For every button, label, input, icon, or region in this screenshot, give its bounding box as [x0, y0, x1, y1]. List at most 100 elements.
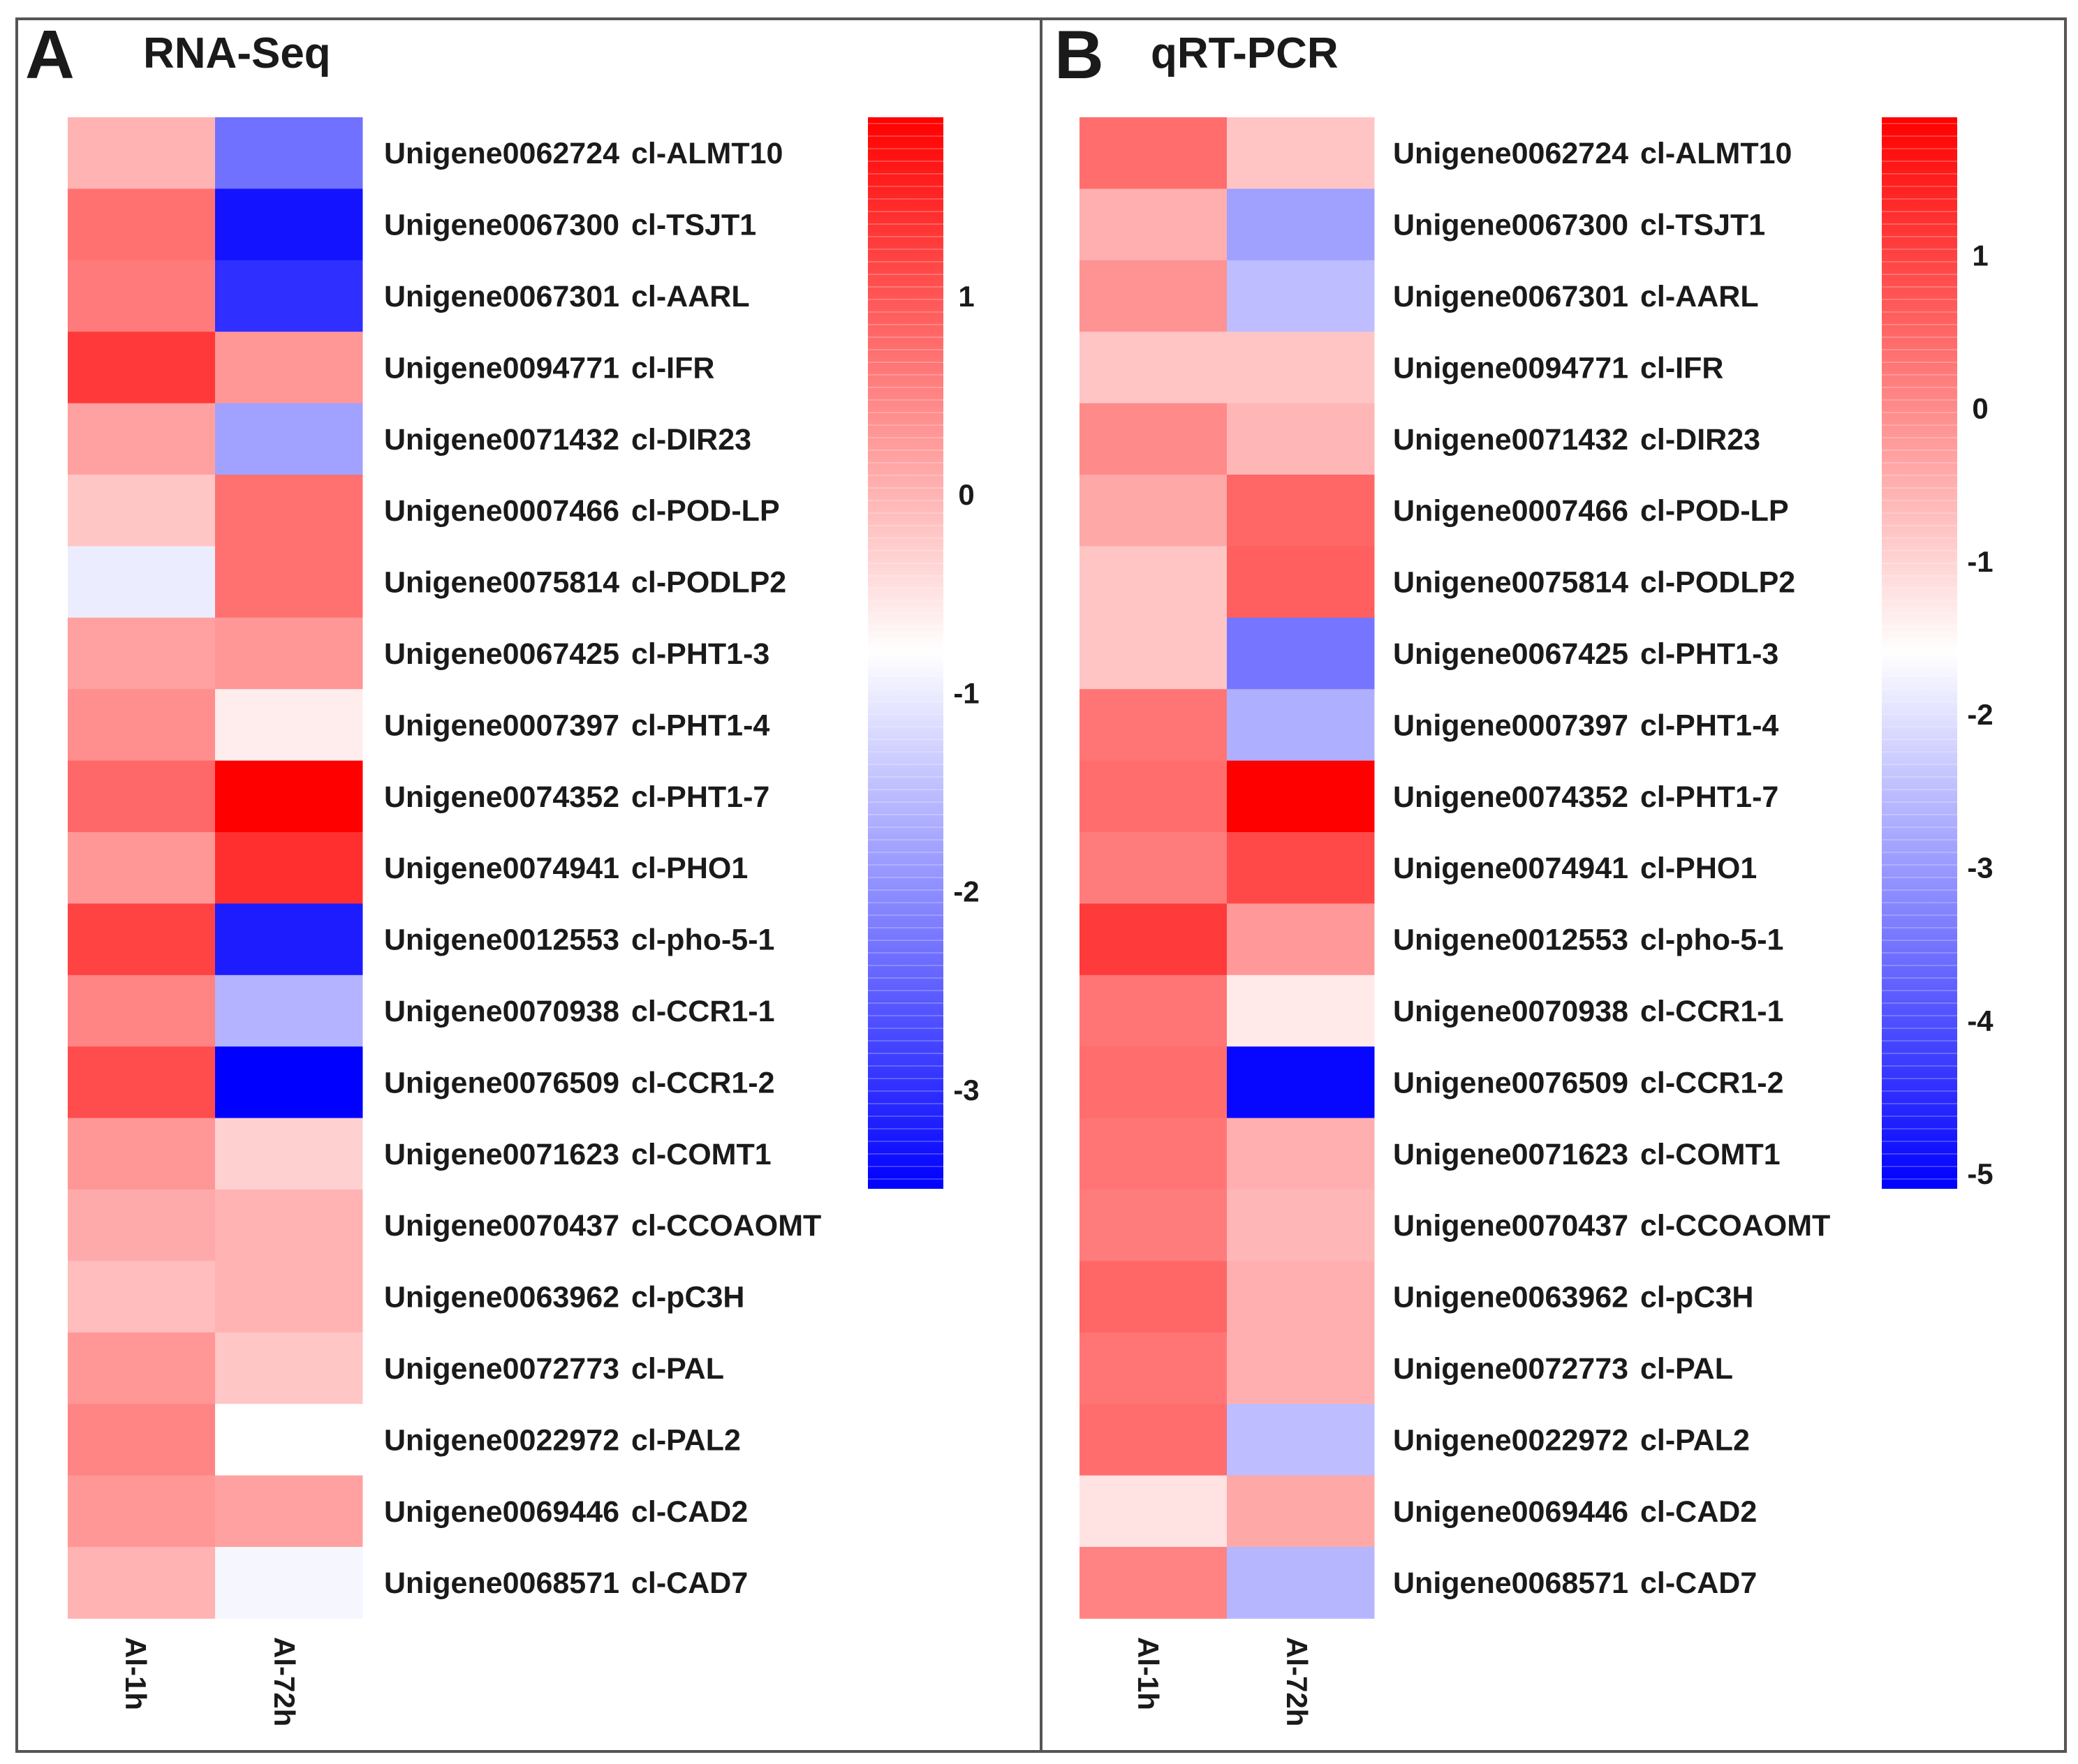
heatmap-cell: [215, 1261, 363, 1333]
gene-id-label: Unigene0007397: [384, 709, 619, 742]
heatmap-cell: [68, 1547, 216, 1619]
heatmap-cell: [68, 617, 216, 690]
gene-name-label: cl-CCOAOMT: [1640, 1209, 1830, 1243]
gene-name-label: cl-AARL: [1640, 280, 1759, 313]
heatmap-cell: [215, 1404, 363, 1476]
gene-id-label: Unigene0067301: [384, 280, 619, 313]
heatmap-cell: [1227, 1118, 1375, 1190]
gene-name-label: cl-DIR23: [631, 423, 751, 457]
heatmap-cell: [1227, 1189, 1375, 1261]
heatmap-cell: [1079, 403, 1228, 475]
heatmap-cell: [1227, 1046, 1375, 1119]
gene-id-label: Unigene0074352: [384, 780, 619, 814]
heatmap-cell: [215, 1475, 363, 1548]
heatmap-cell: [1227, 1475, 1375, 1548]
gene-name-label: cl-CCOAOMT: [631, 1209, 821, 1243]
heatmap-cell: [1227, 832, 1375, 904]
heatmap-cell: [68, 403, 216, 475]
column-label: Al-72h: [268, 1637, 301, 1726]
color-scale-bar-a: [868, 117, 943, 1189]
gene-name-label: cl-PODLP2: [631, 566, 786, 600]
heatmap-cell: [1079, 1189, 1228, 1261]
color-scale-ticks-b: 1 0 -1 -2 -3 -4 -5: [1967, 239, 1994, 1190]
gene-id-label: Unigene0070437: [1393, 1209, 1628, 1243]
gene-name-label: cl-PHO1: [1640, 852, 1757, 885]
gene-id-label: Unigene0075814: [384, 566, 619, 600]
heatmap-cell: [68, 117, 216, 189]
gene-name-label: cl-DIR23: [1640, 423, 1760, 457]
gene-id-label: Unigene0067300: [384, 209, 619, 242]
heatmap-cell: [215, 403, 363, 475]
gene-name-label: cl-TSJT1: [1640, 209, 1765, 242]
panel-letter-b: B: [1054, 16, 1104, 93]
gene-name-label: cl-PHT1-3: [631, 637, 769, 671]
gene-id-label: Unigene0022972: [384, 1423, 619, 1457]
gene-id-label: Unigene0074352: [1393, 780, 1628, 814]
heatmap-cell: [68, 188, 216, 261]
gene-id-label: Unigene0071623: [1393, 1138, 1628, 1171]
heatmap-cell: [215, 617, 363, 690]
gene-id-label: Unigene0067300: [1393, 209, 1628, 242]
gene-labels-b: Unigene0062724 cl-ALMT10 Unigene0067300 cl-…: [1393, 137, 1830, 1600]
heatmap-cell: [1079, 903, 1228, 976]
gene-id-label: Unigene0072773: [1393, 1352, 1628, 1386]
heatmap-cell: [1079, 332, 1228, 404]
heatmap-cell: [68, 1475, 216, 1548]
gene-id-label: Unigene0071623: [384, 1138, 619, 1171]
panel-title-rna-seq: RNA-Seq: [143, 29, 331, 77]
gene-name-label: cl-PHT1-4: [631, 709, 769, 742]
heatmap-cell: [1227, 403, 1375, 475]
gene-id-label: Unigene0070938: [384, 995, 619, 1028]
heatmap-cell: [68, 832, 216, 904]
heatmap-cell: [1227, 546, 1375, 618]
gene-name-label: cl-POD-LP: [631, 494, 780, 528]
heatmap-cell: [1227, 260, 1375, 332]
gene-name-label: cl-pho-5-1: [1640, 924, 1783, 957]
heatmap-cell: [215, 546, 363, 618]
gene-name-label: cl-pho-5-1: [631, 924, 774, 957]
heatmap-cell: [1227, 903, 1375, 976]
column-label: Al-1h: [119, 1637, 152, 1710]
heatmap-cell: [1227, 117, 1375, 189]
heatmap-cell: [68, 1046, 216, 1119]
gene-name-label: cl-AARL: [631, 280, 750, 313]
gene-name-label: cl-pC3H: [631, 1281, 744, 1314]
heatmap-cell: [215, 689, 363, 762]
gene-name-label: cl-PHT1-3: [1640, 637, 1778, 671]
gene-name-label: cl-CAD7: [1640, 1566, 1757, 1600]
gene-name-label: cl-PAL: [1640, 1352, 1733, 1386]
color-scale-ticks-a: 1 0 -1 -2 -3: [953, 280, 979, 1106]
heatmap-cell: [215, 760, 363, 833]
heatmap-cell: [215, 117, 363, 189]
gene-id-label: Unigene0007397: [1393, 709, 1628, 742]
heatmap-cell: [1227, 689, 1375, 762]
scale-tick-label: 0: [1972, 392, 1988, 425]
gene-name-label: cl-IFR: [1640, 351, 1723, 385]
heatmap-cell: [68, 903, 216, 976]
gene-name-label: cl-COMT1: [1640, 1138, 1781, 1171]
heatmap-cell: [215, 260, 363, 332]
gene-id-label: Unigene0007466: [1393, 494, 1628, 528]
heatmap-cell: [1079, 475, 1228, 547]
heatmap-cell: [1079, 260, 1228, 332]
gene-name-label: cl-CAD7: [631, 1566, 748, 1600]
gene-name-label: cl-PAL2: [1640, 1423, 1750, 1457]
heatmap-cell: [215, 1046, 363, 1119]
gene-name-label: cl-CCR1-2: [631, 1066, 775, 1099]
panel-letter-a: A: [25, 16, 75, 93]
heatmap-cell: [68, 1332, 216, 1404]
gene-name-label: cl-CCR1-1: [631, 995, 775, 1028]
heatmap-cell: [215, 1332, 363, 1404]
gene-name-label: cl-PAL: [631, 1352, 724, 1386]
heatmap-cell: [1079, 1547, 1228, 1619]
gene-id-label: Unigene0062724: [1393, 137, 1628, 170]
heatmap-cell: [1079, 760, 1228, 833]
color-scale-stripes-b: [1882, 123, 1957, 1180]
gene-id-label: Unigene0069446: [1393, 1495, 1628, 1529]
gene-id-label: Unigene0068571: [384, 1566, 619, 1600]
scale-tick-label: 1: [1972, 239, 1988, 272]
color-scale-stripes-a: [868, 123, 943, 1180]
heatmap-cell: [1227, 760, 1375, 833]
heatmap-cell: [1227, 475, 1375, 547]
